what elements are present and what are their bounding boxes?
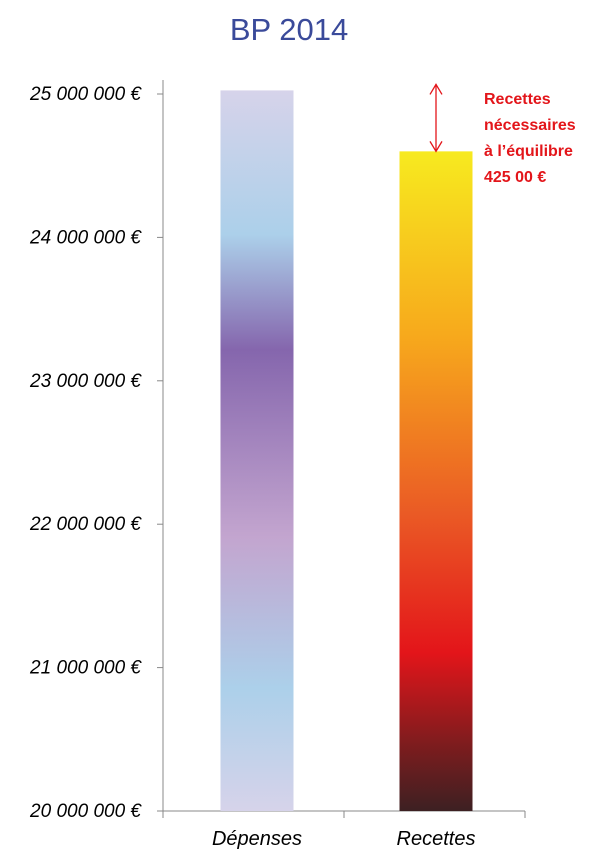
y-tick-label: 21 000 000 € — [29, 658, 142, 679]
annotation: Recettes nécessaires à l’équilibre 425 00 € — [429, 83, 576, 186]
bar-recettes — [399, 151, 473, 812]
y-tick-label: 24 000 000 € — [29, 227, 142, 248]
y-tick-label: 25 000 000 € — [29, 84, 142, 105]
annotation-line: à l’équilibre — [484, 143, 573, 160]
annotation-line: Recettes — [484, 91, 551, 108]
annotation-line: nécessaires — [484, 117, 576, 134]
bar-depenses — [220, 90, 294, 812]
chart-title: BP 2014 — [230, 12, 348, 47]
arrow-head-bottom — [429, 141, 443, 153]
y-tick-label: 22 000 000 € — [29, 514, 142, 535]
x-tick-label: Recettes — [397, 828, 476, 850]
y-tick-label: 20 000 000 € — [29, 801, 142, 822]
x-tick-label: Dépenses — [212, 828, 302, 850]
arrow-head-top — [429, 83, 443, 95]
y-axis: 20 000 000 € 21 000 000 € 22 000 000 € 23 0… — [29, 80, 164, 822]
y-tick-label: 23 000 000 € — [29, 371, 142, 392]
bars — [220, 90, 473, 812]
x-axis: Dépenses Recettes — [162, 810, 526, 850]
annotation-line: 425 00 € — [484, 169, 546, 186]
